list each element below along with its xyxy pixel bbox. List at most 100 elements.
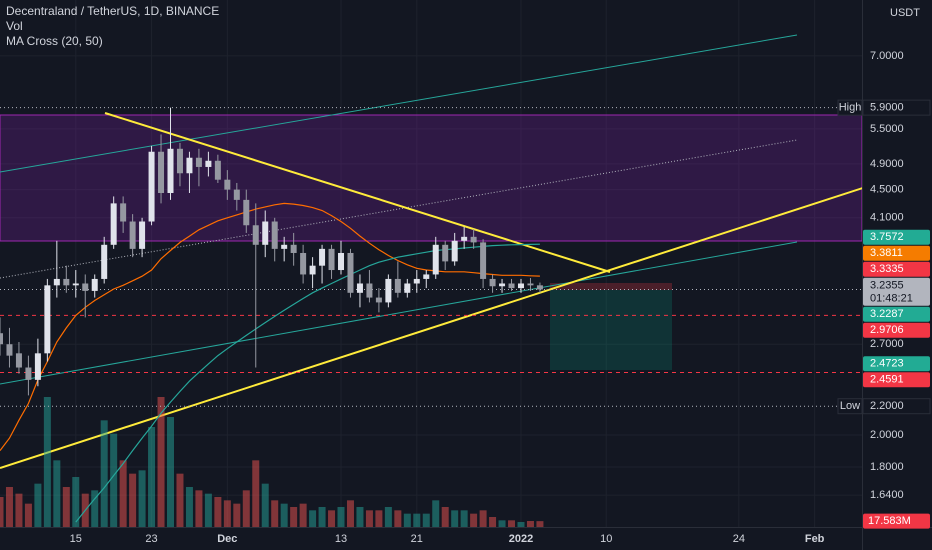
- volume-bar: [280, 503, 288, 527]
- volume-bar: [536, 521, 544, 527]
- volume-bar: [432, 500, 440, 527]
- volume-bar: [119, 460, 127, 527]
- candle-body: [120, 203, 127, 222]
- price-label: 2.9706: [870, 324, 904, 336]
- volume-bar: [138, 470, 146, 527]
- candle-body: [347, 252, 354, 293]
- time-axis-bg: [0, 527, 932, 550]
- indicator-label: Vol: [6, 19, 23, 33]
- volume-bar: [498, 520, 506, 527]
- drawings: [0, 34, 862, 469]
- volume-bar: [460, 510, 468, 527]
- target-zone: [550, 290, 672, 370]
- volume-bar: [148, 427, 156, 527]
- volume-bar: [62, 487, 70, 527]
- candle-body: [148, 151, 155, 222]
- moving-average: [0, 202, 540, 451]
- candle-body: [385, 278, 392, 303]
- candle-body: [262, 221, 269, 245]
- volume-bar: [508, 520, 516, 527]
- stop-zone: [550, 283, 672, 290]
- candle-body: [139, 221, 146, 249]
- y-tick-label: 5.5000: [870, 123, 904, 135]
- candle-body: [290, 244, 297, 253]
- price-label-bg: [863, 261, 930, 277]
- candle-body: [356, 283, 363, 293]
- candle-body: [404, 283, 411, 293]
- candle-body: [186, 157, 193, 174]
- candle-body: [432, 244, 439, 275]
- candle-body: [413, 278, 420, 284]
- candle-body: [319, 248, 326, 266]
- candle-body: [63, 278, 70, 286]
- candle-body: [451, 240, 458, 262]
- volume-bar: [290, 507, 298, 527]
- volume-bar: [441, 507, 449, 527]
- volume-bar: [223, 500, 231, 527]
- countdown-label: 01:48:21: [870, 293, 913, 305]
- candle-body: [489, 278, 496, 287]
- volume-bar: [403, 513, 411, 527]
- candle-body: [508, 283, 515, 289]
- volume-bar: [233, 503, 241, 527]
- volume-bar: [53, 460, 61, 527]
- volume-bar: [5, 487, 13, 527]
- price-label-bg: [863, 229, 930, 245]
- candle-body: [205, 160, 212, 167]
- y-tick-label: 1.8000: [870, 461, 904, 473]
- candle-body: [328, 248, 335, 271]
- volume-bar: [100, 420, 108, 527]
- candle-body: [536, 285, 543, 290]
- volume-bar: [214, 497, 222, 527]
- channel-line: [0, 34, 798, 173]
- candle-body: [338, 252, 345, 271]
- candle-body: [110, 203, 117, 245]
- volume-bar: [0, 497, 4, 527]
- chart-title: Decentraland / TetherUS, 1D, BINANCE: [6, 4, 219, 18]
- high-value: 5.9000: [870, 102, 904, 114]
- candle-body: [470, 236, 477, 243]
- candle-body: [53, 278, 60, 286]
- price-layer: [0, 107, 862, 523]
- candle-body: [176, 148, 183, 174]
- candle-body: [423, 274, 430, 279]
- candle-body: [101, 244, 108, 279]
- volume-label-bg: [863, 513, 930, 529]
- candle-body: [233, 189, 240, 200]
- volume-bar: [72, 477, 80, 527]
- candle-body: [44, 285, 51, 354]
- channel-line: [0, 241, 798, 385]
- x-tick-label: 21: [411, 533, 423, 545]
- volume-bar: [167, 417, 175, 527]
- price-label-bg: [863, 372, 930, 388]
- candle-body: [25, 367, 32, 380]
- candle-body: [129, 221, 136, 249]
- volume-bar: [375, 510, 383, 527]
- candle-body: [271, 221, 278, 249]
- volume-bar: [413, 513, 421, 527]
- candle-body: [394, 278, 401, 293]
- high-tag: High: [839, 102, 862, 114]
- volume-bar: [526, 521, 534, 527]
- x-tick-label: Dec: [217, 533, 237, 545]
- indicator-label: MA Cross (20, 50): [6, 34, 103, 48]
- price-label-bg: [863, 306, 930, 322]
- volume-bar: [195, 490, 203, 527]
- candle-body: [480, 242, 487, 279]
- candle-body: [281, 244, 288, 249]
- x-tick-label: 13: [335, 533, 347, 545]
- currency-label: USDT: [890, 7, 920, 19]
- price-label-bg: [863, 322, 930, 338]
- volume-bar: [176, 473, 184, 527]
- high-tag-bg: [837, 99, 863, 116]
- volume-bar: [271, 500, 279, 527]
- y-tick-label: 1.6400: [870, 489, 904, 501]
- candle-body: [0, 333, 3, 345]
- moving-average: [75, 243, 540, 523]
- low-value-bg: [862, 398, 931, 415]
- price-label-bg: [863, 356, 930, 372]
- volume-bar: [24, 503, 32, 527]
- candle-body: [499, 283, 506, 287]
- volume-layer: [0, 397, 544, 527]
